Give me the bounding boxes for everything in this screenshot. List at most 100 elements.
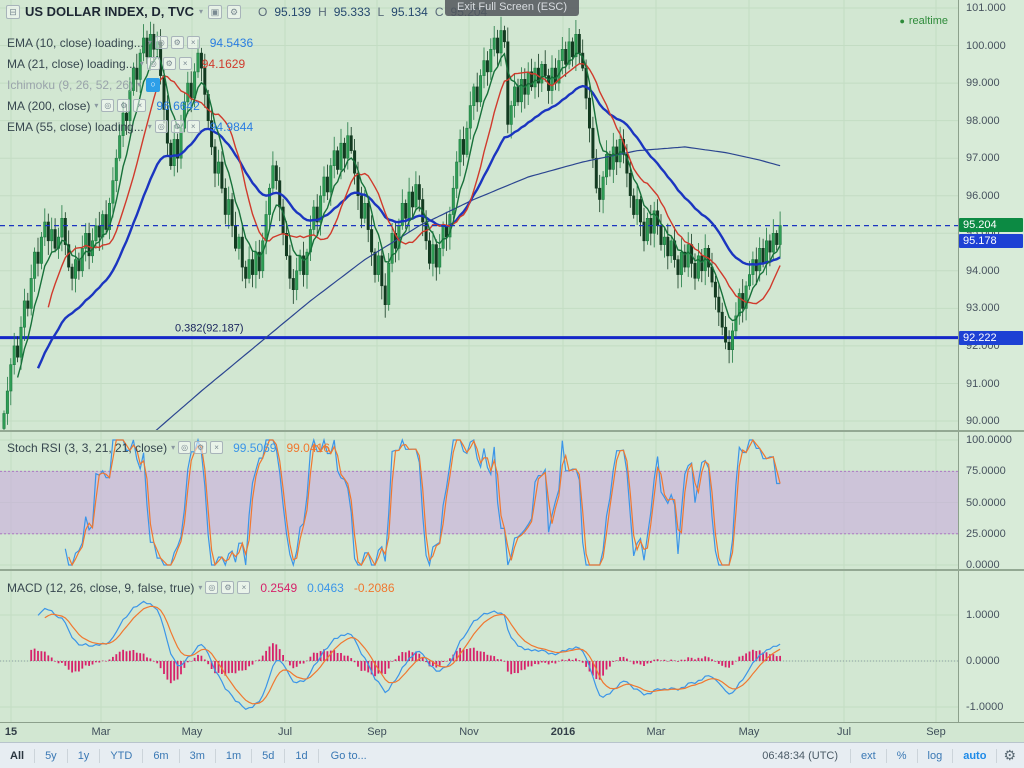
- time-axis[interactable]: 15 Mar May Jul Sep Nov 2016 Mar May Jul Sep: [0, 722, 1024, 742]
- chevron-down-icon[interactable]: ▾: [199, 7, 204, 16]
- chevron-down-icon[interactable]: ▾: [171, 443, 176, 452]
- ema55-line: [36, 84, 781, 369]
- realtime-status: ● realtime: [899, 15, 948, 27]
- indicator-value: -0.2086: [353, 580, 395, 595]
- svg-text:0.382(92.187): 0.382(92.187): [175, 323, 244, 335]
- axis-tick-label: 100.000: [966, 40, 1006, 52]
- range-button-3m[interactable]: 3m: [180, 748, 216, 763]
- indicator-title[interactable]: Ichimoku (9, 26, 52, 26): [7, 77, 134, 92]
- realtime-dot-icon: ●: [899, 16, 905, 26]
- range-button-1m[interactable]: 1m: [216, 748, 253, 763]
- gear-icon[interactable]: ⚙: [221, 581, 235, 594]
- time-tick-label: Sep: [926, 726, 946, 738]
- range-button-6m[interactable]: 6m: [143, 748, 180, 763]
- time-tick-label: May: [738, 726, 760, 738]
- axis-tick-label: 90.000: [966, 415, 1000, 427]
- axis-tick-label: 50.0000: [966, 497, 1006, 509]
- indicator-value: 94.1629: [201, 56, 246, 71]
- close-icon[interactable]: ×: [178, 57, 192, 70]
- indicator-value: 99.5069: [233, 440, 277, 455]
- scale-button-percent[interactable]: %: [887, 748, 918, 763]
- indicator-title[interactable]: Stoch RSI (3, 3, 21, 21, close): [7, 440, 168, 455]
- symbol-title[interactable]: US DOLLAR INDEX, D, TVC: [25, 4, 195, 19]
- close-icon[interactable]: ×: [237, 581, 251, 594]
- macd-line: [37, 600, 781, 711]
- eye-icon[interactable]: ◎: [178, 441, 192, 454]
- axis-tick-label: 98.000: [966, 115, 1000, 127]
- panel-separator[interactable]: [0, 569, 1024, 571]
- eye-icon[interactable]: ◎: [101, 99, 115, 112]
- close-icon[interactable]: ×: [210, 441, 224, 454]
- axis-tick-label: 94.000: [966, 265, 1000, 277]
- indicator-title[interactable]: MA (200, close): [7, 98, 91, 113]
- ohlc-key: H: [318, 4, 327, 19]
- axis-tick-label: 96.000: [966, 190, 1000, 202]
- eye-icon[interactable]: ◎: [154, 120, 168, 133]
- chevron-down-icon[interactable]: ▾: [137, 80, 142, 89]
- indicator-legend-row: MA (200, close) ▾ ◎ ⚙ × 96.6642: [7, 95, 253, 116]
- stoch-band: [0, 471, 958, 534]
- symbol-menu-icon[interactable]: ⊟: [6, 4, 20, 19]
- range-button-5d[interactable]: 5d: [252, 748, 286, 763]
- range-button-1d[interactable]: 1d: [285, 748, 319, 763]
- indicator-value: 94.5436: [209, 35, 254, 50]
- macd-signal-line: [44, 605, 781, 705]
- indicator-title[interactable]: MA (21, close) loading...: [7, 56, 136, 71]
- indicator-value: 94.9844: [209, 119, 254, 134]
- close-icon[interactable]: ×: [133, 99, 147, 112]
- indicator-legend-row: MA (21, close) loading... ▾ ◎ ⚙ × 94.1629: [7, 53, 253, 74]
- eye-icon[interactable]: ◎: [146, 57, 160, 70]
- close-icon[interactable]: ×: [186, 120, 200, 133]
- chevron-down-icon[interactable]: ▾: [198, 583, 203, 592]
- price-axis[interactable]: 101.000 100.000 99.000 98.000 97.000 96.000 95…: [958, 0, 1024, 722]
- header-gear-icon[interactable]: ⚙: [227, 4, 242, 19]
- axis-tick-label: 100.0000: [966, 434, 1012, 446]
- chevron-down-icon[interactable]: ▾: [147, 38, 152, 47]
- clock[interactable]: 06:48:34 (UTC): [750, 748, 852, 763]
- axis-tick-label: 1.0000: [966, 609, 1000, 621]
- axis-tick-label: 93.000: [966, 302, 1000, 314]
- gear-icon[interactable]: ⚙: [117, 99, 131, 112]
- chevron-down-icon[interactable]: ▾: [139, 59, 144, 68]
- indicator-title[interactable]: EMA (55, close) loading...: [7, 119, 144, 134]
- stoch-k-line: [64, 437, 781, 568]
- scale-button-auto[interactable]: auto: [953, 748, 998, 763]
- eye-icon[interactable]: ◎: [205, 581, 219, 594]
- stoch-rsi-panel[interactable]: [0, 432, 958, 569]
- indicator-legend-row: EMA (10, close) loading... ▾ ◎ ⚙ × 94.5436: [7, 32, 253, 53]
- ohlc-value: 95.333: [333, 4, 371, 19]
- scale-button-log[interactable]: log: [918, 748, 954, 763]
- gear-icon[interactable]: ⚙: [162, 57, 176, 70]
- gear-icon[interactable]: ⚙: [170, 36, 184, 49]
- eye-icon[interactable]: ◎: [154, 36, 168, 49]
- chevron-down-icon[interactable]: ▾: [94, 101, 99, 110]
- panel-separator[interactable]: [0, 430, 1024, 432]
- range-button-all[interactable]: All: [0, 748, 36, 763]
- indicator-title[interactable]: MACD (12, 26, close, 9, false, true): [7, 580, 195, 595]
- range-button-5y[interactable]: 5y: [35, 748, 68, 763]
- ohlc-value: 95.134: [391, 4, 428, 19]
- range-button-1y[interactable]: 1y: [68, 748, 101, 763]
- axis-tick-label: 75.0000: [966, 465, 1006, 477]
- axis-tick-label: 0.0000: [966, 655, 1000, 667]
- time-tick-label: Sep: [367, 726, 387, 738]
- indicator-title[interactable]: EMA (10, close) loading...: [7, 35, 144, 50]
- indicator-legend-row: EMA (55, close) loading... ▾ ◎ ⚙ × 94.9844: [7, 116, 253, 137]
- gear-icon[interactable]: ⚙: [1003, 747, 1016, 763]
- snapshot-icon[interactable]: ▣: [208, 4, 223, 19]
- close-icon[interactable]: ×: [186, 36, 200, 49]
- time-tick-label: Mar: [646, 726, 666, 738]
- fib-level-badge: 92.222: [959, 331, 1023, 345]
- goto-button[interactable]: Go to...: [330, 749, 367, 762]
- time-tick-label: Jul: [836, 726, 852, 738]
- ma200-line: [155, 146, 781, 430]
- range-button-ytd[interactable]: YTD: [100, 748, 144, 763]
- indicator-value: 0.2549: [260, 580, 298, 595]
- gear-icon[interactable]: ⚙: [170, 120, 184, 133]
- scale-button-ext[interactable]: ext: [851, 748, 887, 763]
- macd-panel[interactable]: [0, 571, 958, 722]
- chevron-down-icon[interactable]: ▾: [147, 122, 152, 131]
- time-tick-label: Mar: [91, 726, 111, 738]
- gear-icon[interactable]: ⚙: [194, 441, 208, 454]
